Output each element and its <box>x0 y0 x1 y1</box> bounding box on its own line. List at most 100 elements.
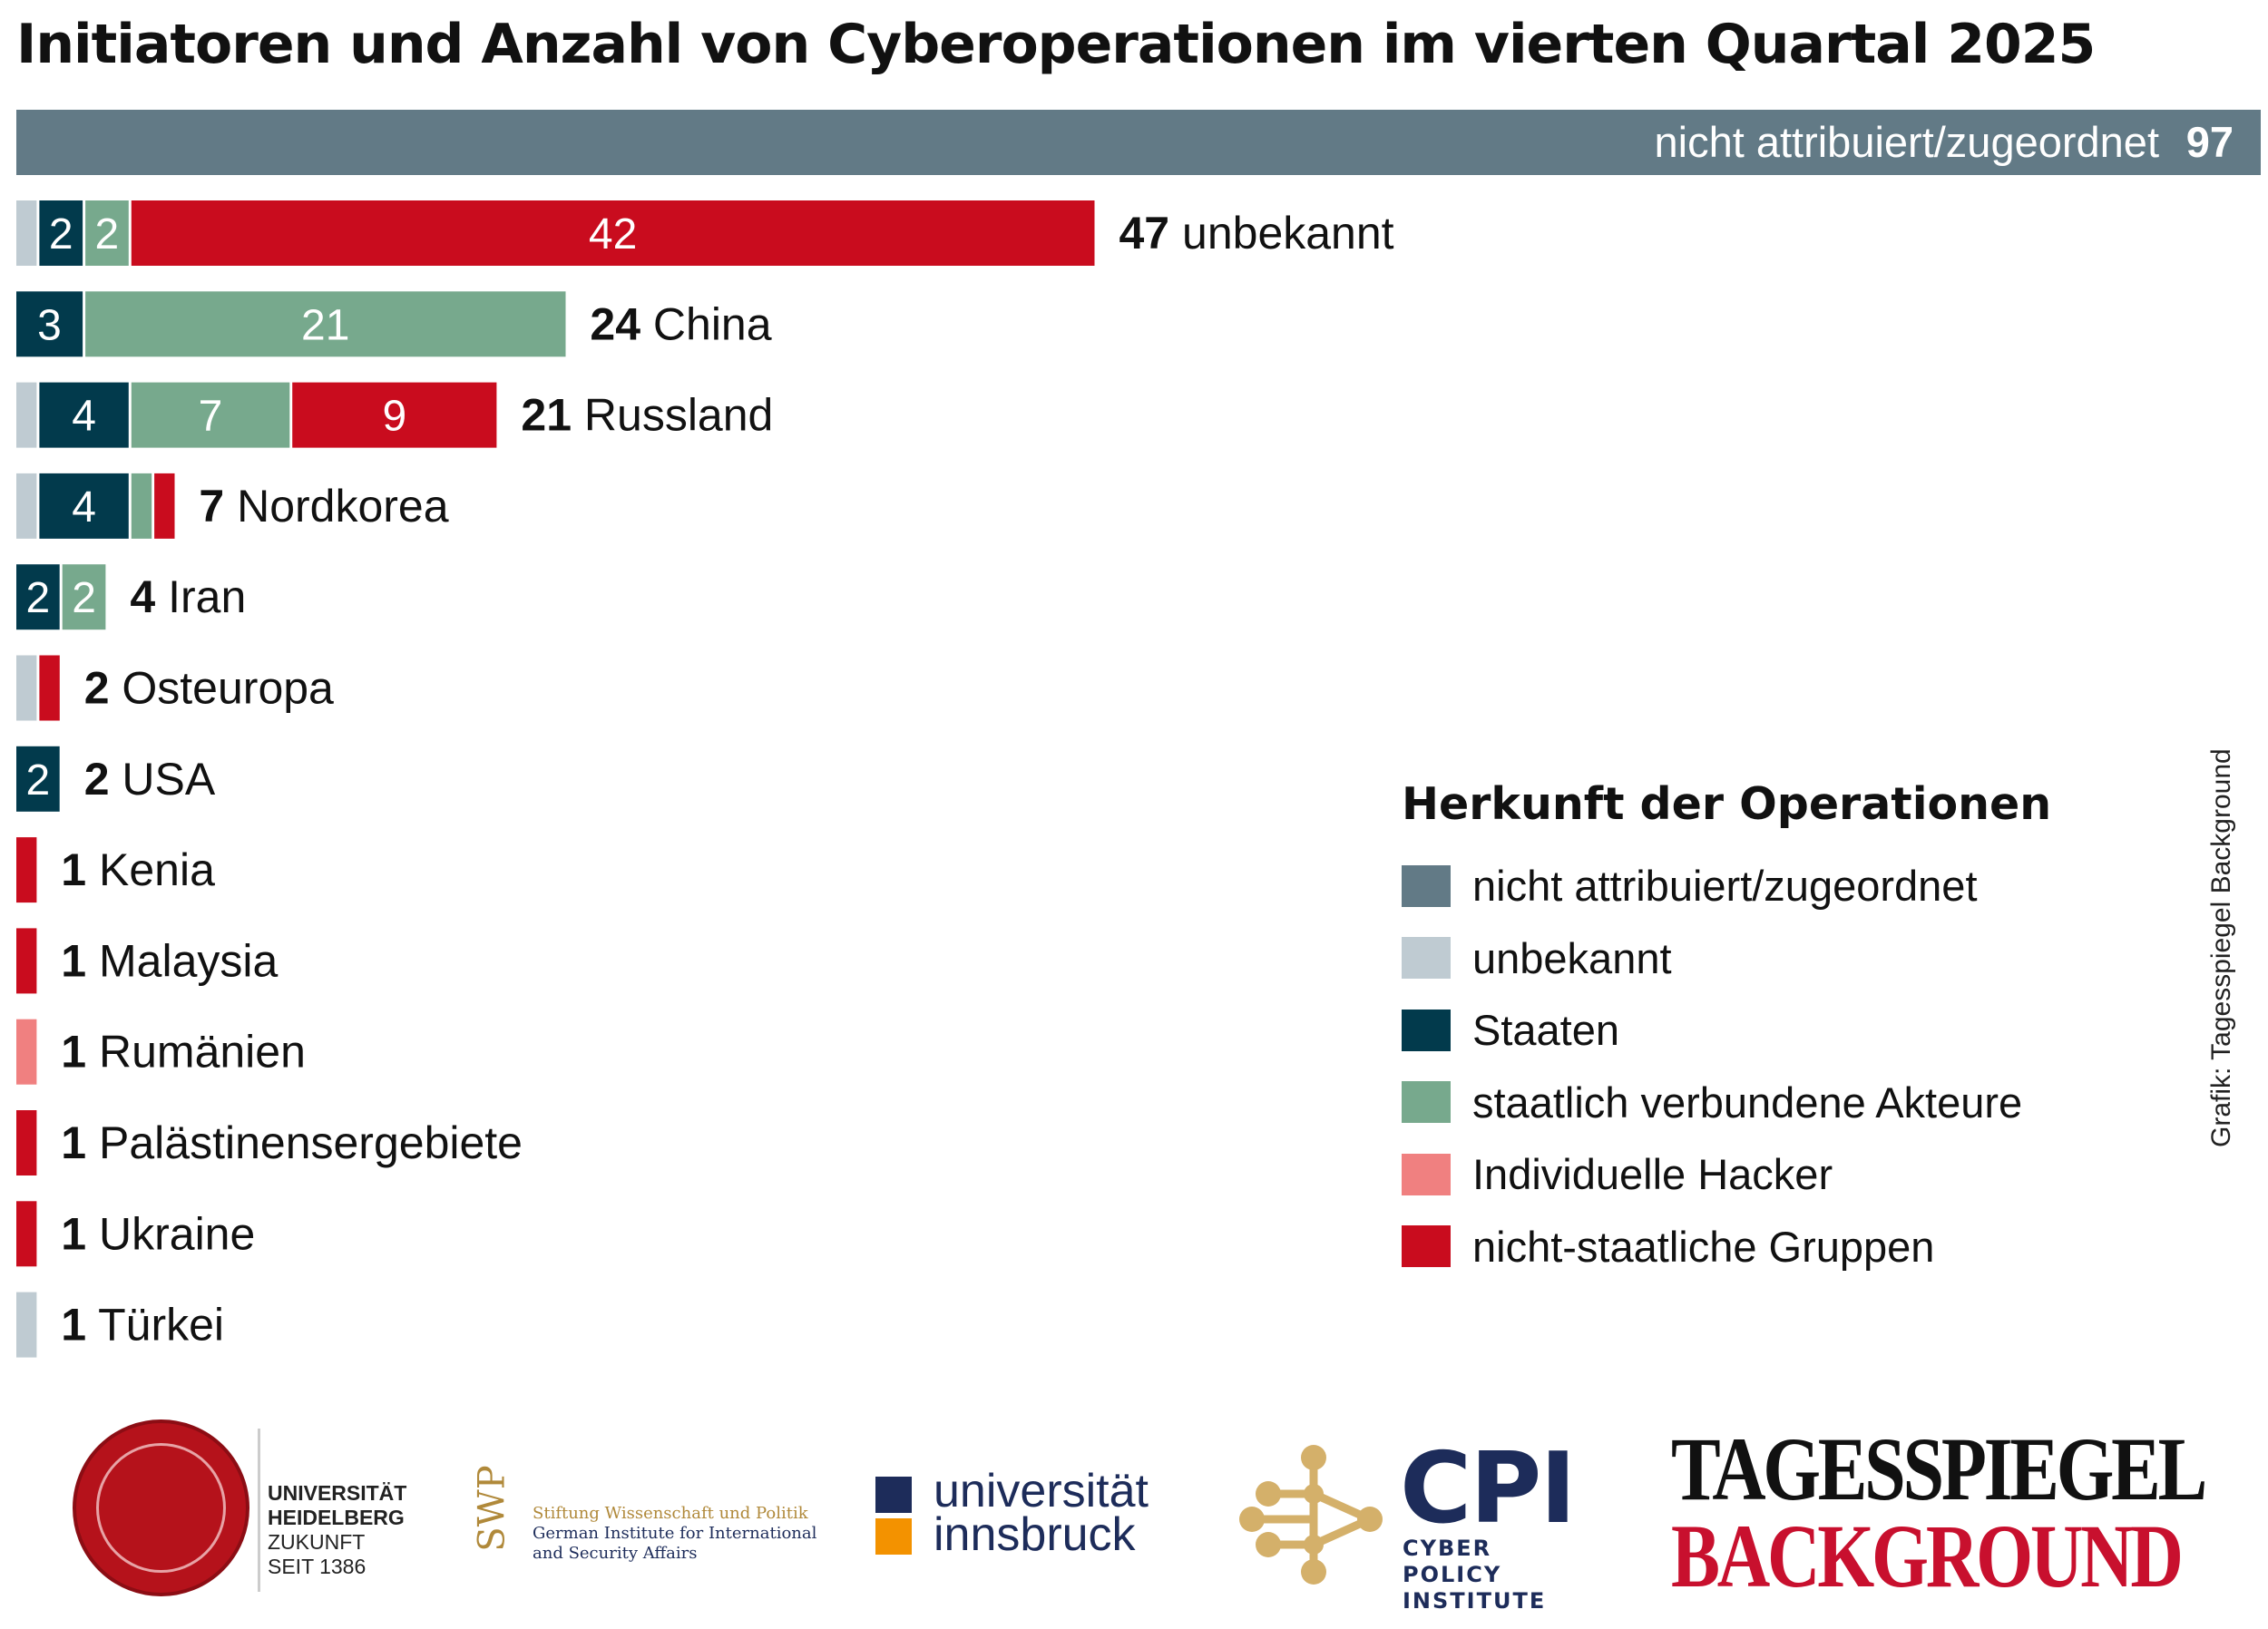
bar-segment-staaten <box>16 291 83 357</box>
legend-swatch-unattributed <box>1402 864 1451 907</box>
bar-segment-value: 2 <box>26 574 51 622</box>
unattributed-total-bar <box>16 110 2261 175</box>
cpi-line-1: CYBER POLICY <box>1403 1536 1502 1587</box>
bar-segment-staaten <box>39 382 129 448</box>
bar-row-8: 1 Malaysia <box>16 928 278 994</box>
bar-segment-value: 2 <box>95 210 120 258</box>
heidelberg-logo-divider <box>258 1429 260 1592</box>
bar-label: 2 Osteuropa <box>84 663 334 714</box>
bar-segment-nichtstaatlich <box>16 1110 37 1175</box>
bar-label: 1 Ukraine <box>61 1208 255 1259</box>
bar-label: 1 Palästinensergebiete <box>61 1117 523 1168</box>
bar-label: 47 unbekannt <box>1119 208 1394 258</box>
bar-segment-unbekannt <box>16 200 37 266</box>
bar-label: 1 Kenia <box>61 844 215 895</box>
legend-label-individual-hackers: Individuelle Hacker <box>1472 1150 1833 1199</box>
bar-category-label: Türkei <box>86 1300 224 1351</box>
bar-label: 2 USA <box>84 754 216 805</box>
legend-label-state-linked: staatlich verbundene Akteure <box>1472 1078 2023 1127</box>
bar-segment-value: 7 <box>199 393 223 441</box>
bar-category-label: Iran <box>155 571 246 622</box>
bar-segment-staatlich <box>131 382 290 448</box>
cpi-acronym: CPI <box>1400 1432 1577 1546</box>
legend-swatch-state-linked <box>1402 1081 1451 1124</box>
swp-line-3: and Security Affairs <box>533 1544 698 1563</box>
bar-category-label: Kenia <box>86 844 215 895</box>
bar-segment-unbekannt <box>16 655 37 721</box>
bar-category-label: Russland <box>572 390 773 441</box>
legend-item-non-state-groups: nicht-staatliche Gruppen <box>1402 1211 2218 1283</box>
bar-row-6: 2 2 USA <box>16 746 216 812</box>
heidelberg-line-4: SEIT 1386 <box>268 1555 367 1578</box>
bar-label: 4 Iran <box>130 571 246 622</box>
legend-title: Herkunft der Operationen <box>1402 778 2052 830</box>
bar-segment-staaten <box>16 746 60 812</box>
bar-row-2: 4 7 9 21 Russland <box>16 382 773 448</box>
legend-item-state-linked: staatlich verbundene Akteure <box>1402 1067 2218 1139</box>
chart-credit: Grafik: Tagesspiegel Background <box>2206 748 2236 1147</box>
swp-logo: SWP Stiftung Wissenschaft und Politik Ge… <box>472 1451 839 1569</box>
heidelberg-wordmark: UNIVERSITÄT HEIDELBERG ZUKUNFT SEIT 1386 <box>268 1481 406 1579</box>
bar-segment-value: 2 <box>49 210 73 258</box>
bar-segment-value: 9 <box>382 393 406 441</box>
bar-total-value: 47 <box>1119 208 1170 258</box>
innsbruck-blue-square-icon <box>875 1477 912 1513</box>
bar-segment-unbekannt <box>16 382 37 448</box>
cpi-network-icon <box>1239 1445 1383 1585</box>
legend: Herkunft der Operationen nicht attribuie… <box>1402 778 2218 1283</box>
bar-category-label: Malaysia <box>86 935 278 986</box>
bar-segment-nichtstaatlich <box>16 928 37 994</box>
legend-label-unattributed: nicht attribuiert/zugeordnet <box>1472 862 1978 911</box>
legend-item-individual-hackers: Individuelle Hacker <box>1402 1138 2218 1211</box>
unattributed-total-bar-group: nicht attribuiert/zugeordnet 97 <box>16 110 2261 175</box>
unattributed-total-value: 97 <box>2186 118 2234 166</box>
bar-category-label: Ukraine <box>86 1208 255 1259</box>
bar-segment-value: 3 <box>37 301 62 349</box>
bar-segment-nichtstaatlich <box>154 473 175 539</box>
bar-row-10: 1 Palästinensergebiete <box>16 1110 523 1175</box>
bar-segment-staatlich <box>85 291 566 357</box>
bar-segment-value: 2 <box>26 756 51 805</box>
bar-label: 21 Russland <box>521 390 773 441</box>
bar-category-label: China <box>640 298 772 349</box>
legend-item-unattributed: nicht attribuiert/zugeordnet <box>1402 850 2218 922</box>
bar-category-label: Osteuropa <box>110 663 335 714</box>
bar-label: 1 Rumänien <box>61 1027 306 1078</box>
bar-segment-staaten <box>39 473 129 539</box>
innsbruck-line-1: universität <box>934 1465 1149 1517</box>
background-wordmark: BACKGROUND <box>1671 1506 2184 1606</box>
unattributed-total-label: nicht attribuiert/zugeordnet <box>1655 118 2160 166</box>
bar-total-value: 7 <box>199 481 224 532</box>
bar-row-3: 4 7 Nordkorea <box>16 473 449 539</box>
heidelberg-line-2: HEIDELBERG <box>268 1506 405 1529</box>
swp-wordmark: Stiftung Wissenschaft und Politik German… <box>533 1504 816 1564</box>
bar-label: 1 Türkei <box>61 1300 224 1351</box>
legend-swatch-states <box>1402 1009 1451 1051</box>
bar-segment-staaten <box>16 564 60 630</box>
bar-category-label: unbekannt <box>1169 208 1394 258</box>
legend-swatch-non-state-groups <box>1402 1225 1451 1268</box>
bar-segment-value: 4 <box>72 483 96 532</box>
bar-segment-staatlich <box>85 200 129 266</box>
bar-total-value: 1 <box>61 935 86 986</box>
bar-row-0: 2 2 42 47 unbekannt <box>16 200 1394 266</box>
bar-segment-value: 42 <box>589 210 637 258</box>
swp-mark: SWP <box>471 1465 513 1552</box>
heidelberg-seal-icon <box>73 1419 249 1596</box>
bar-segment-unbekannt <box>16 473 37 539</box>
bar-segment-nichtstaatlich <box>131 200 1095 266</box>
legend-item-unknown: unbekannt <box>1402 922 2218 995</box>
bar-segment-value: 2 <box>72 574 96 622</box>
bar-row-1: 3 21 24 China <box>16 291 772 357</box>
tagesspiegel-background-logo: TAGESSPIEGEL BACKGROUND <box>1671 1424 2224 1606</box>
bar-category-label: Rumänien <box>86 1027 306 1078</box>
innsbruck-orange-square-icon <box>875 1518 912 1555</box>
legend-swatch-individual-hackers <box>1402 1153 1451 1195</box>
legend-swatch-unknown <box>1402 937 1451 980</box>
heidelberg-line-3: ZUKUNFT <box>268 1530 366 1554</box>
cyber-policy-institute-logo: CPI CYBER POLICY INSTITUTE <box>1234 1432 1579 1614</box>
bar-total-value: 1 <box>61 1117 86 1168</box>
bar-total-value: 21 <box>521 390 572 441</box>
heidelberg-line-1: UNIVERSITÄT <box>268 1481 407 1505</box>
